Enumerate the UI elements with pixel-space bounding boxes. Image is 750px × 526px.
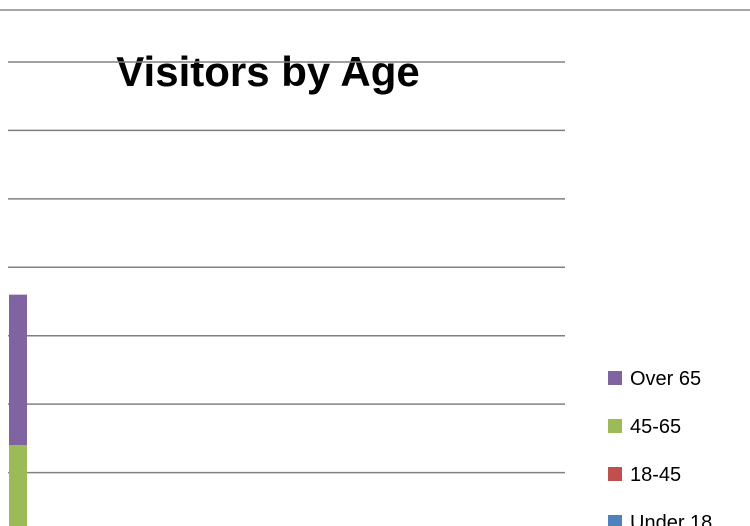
legend-label: 18-45 [630, 464, 681, 486]
legend: Over 65 45-65 18-45 Under 18 [608, 368, 712, 526]
bar-segment-over-65 [9, 294, 27, 446]
legend-swatch [608, 515, 622, 526]
gridlines [8, 61, 565, 474]
chart-title: Visitors by Age [116, 48, 419, 95]
legend-label: Over 65 [630, 368, 701, 390]
bar-segment-45-65 [9, 445, 27, 526]
legend-swatch [608, 467, 622, 481]
legend-swatch [608, 419, 622, 433]
legend-swatch [608, 371, 622, 385]
legend-label: 45-65 [630, 416, 681, 438]
legend-label: Under 18 [630, 512, 712, 526]
plot-area [9, 294, 27, 526]
